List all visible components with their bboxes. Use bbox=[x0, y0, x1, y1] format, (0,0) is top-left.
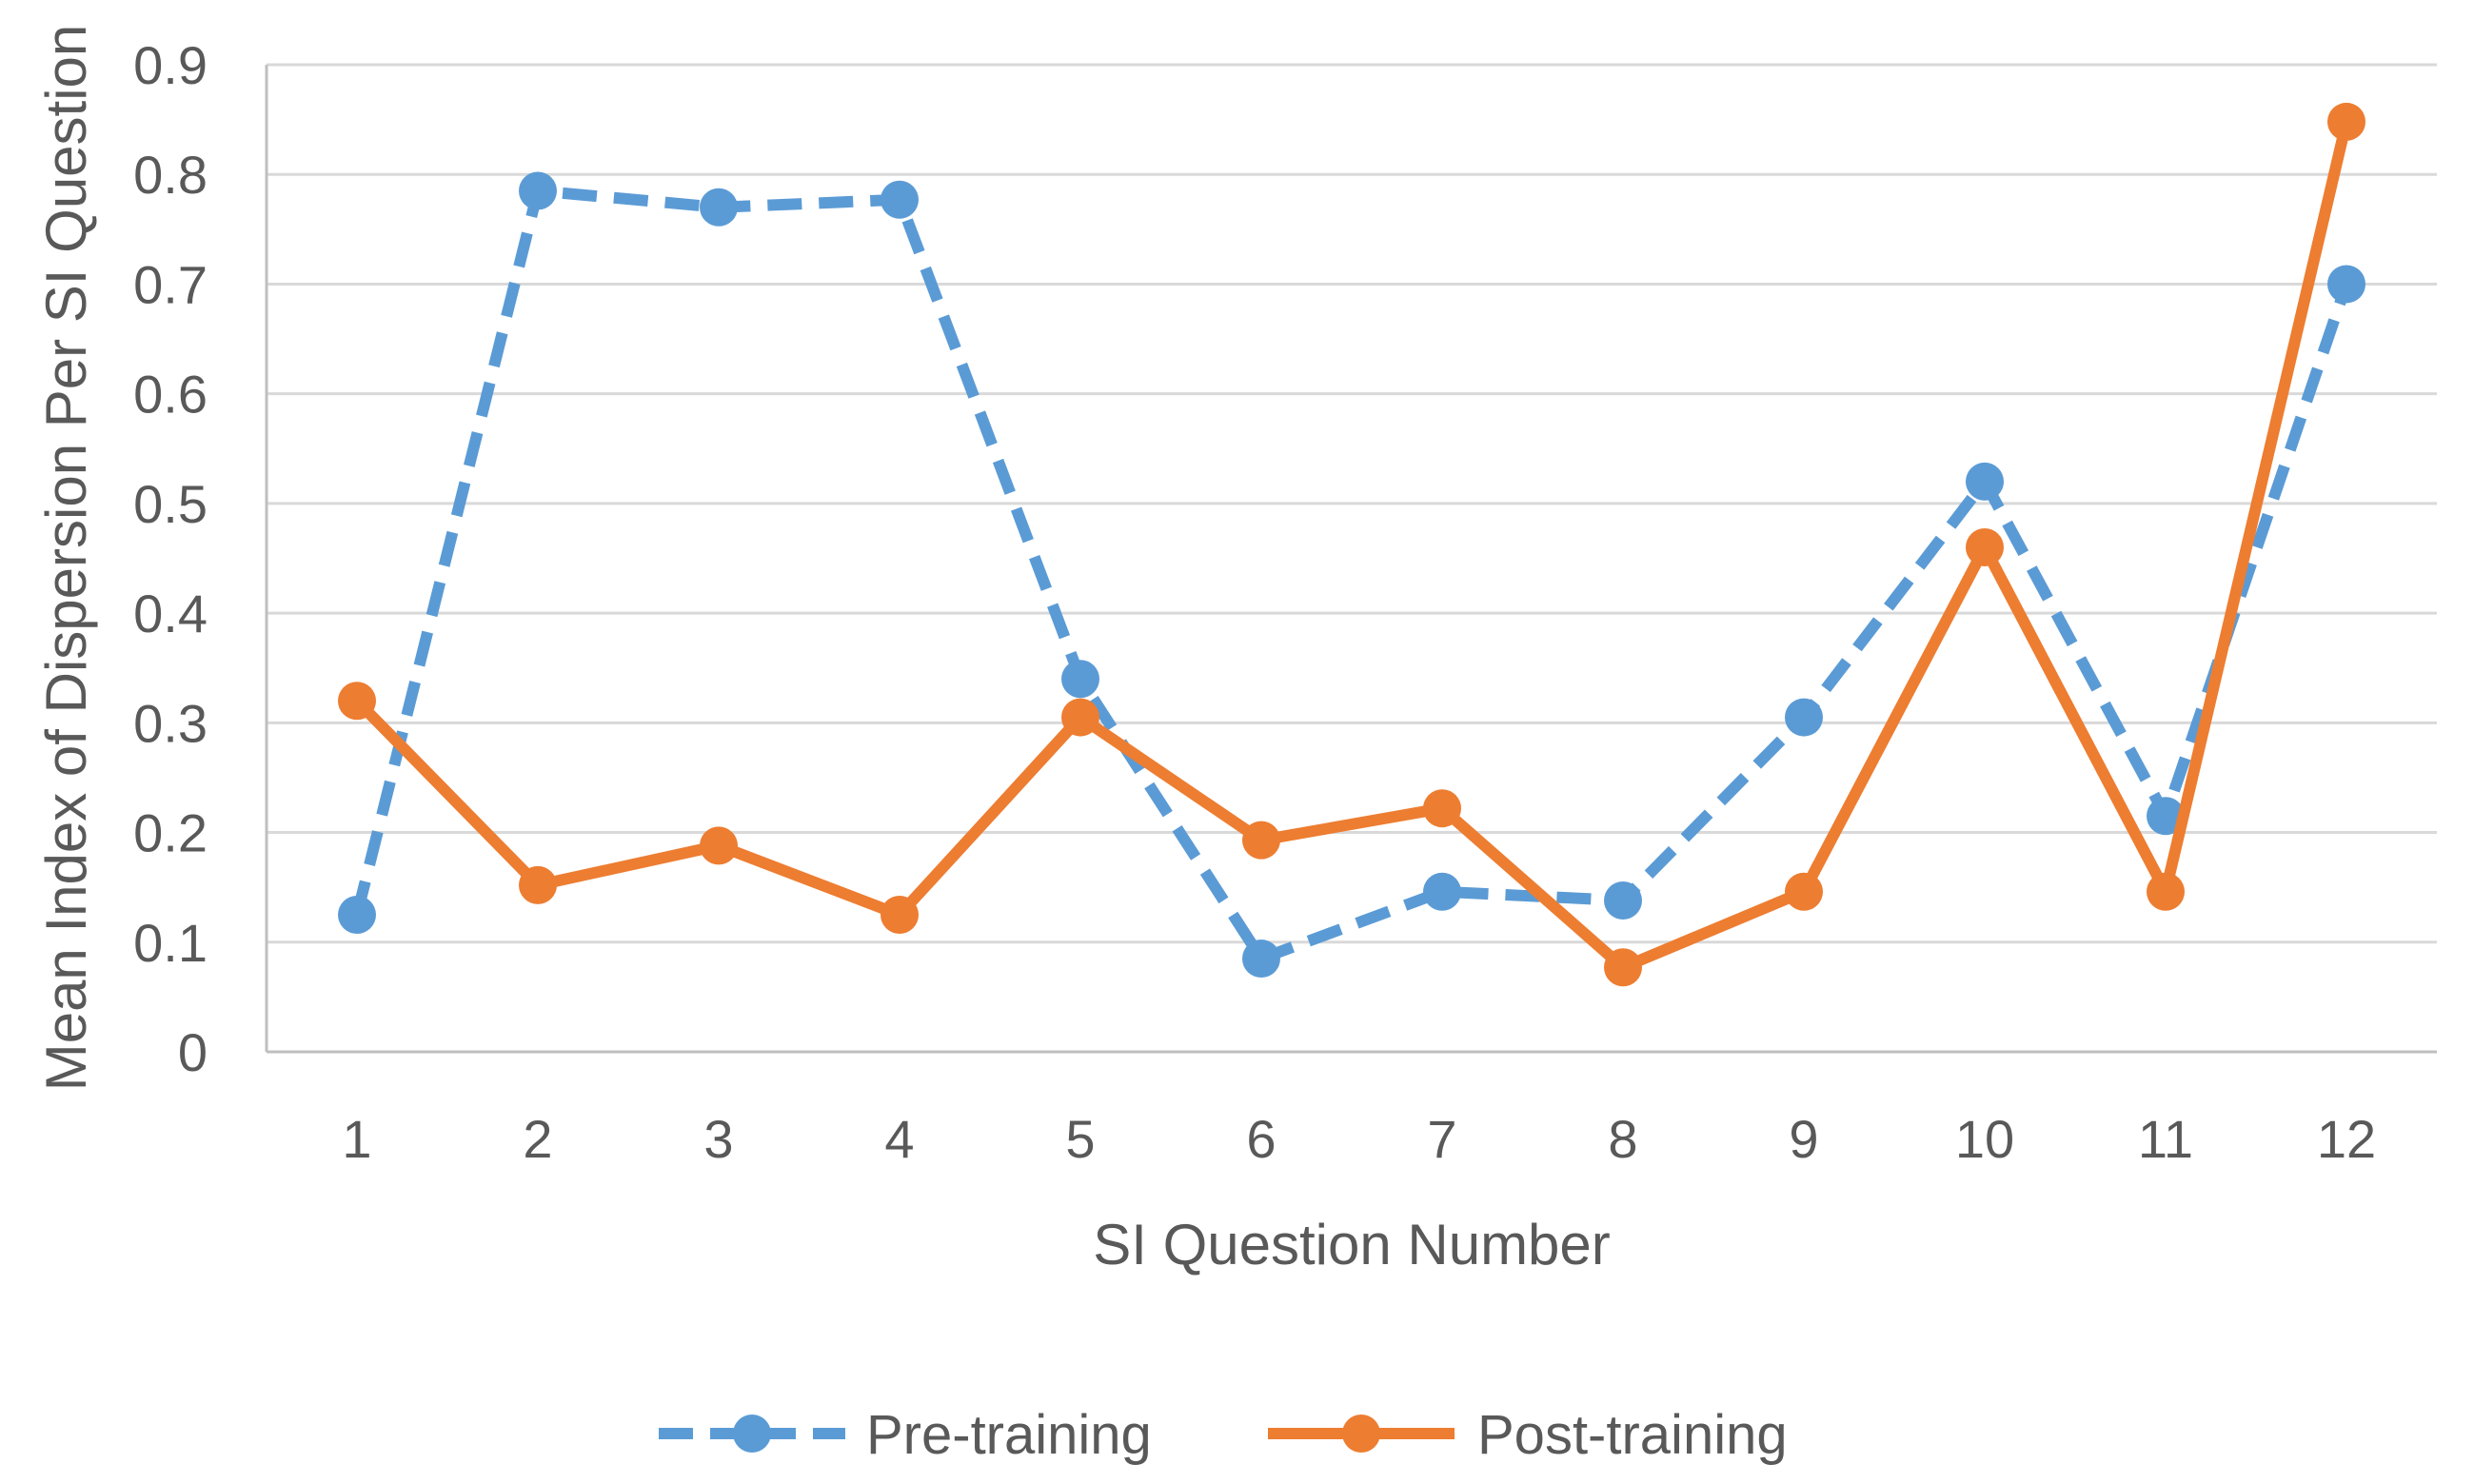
y-tick-label: 0.6 bbox=[133, 365, 208, 425]
legend: Pre-training Post-training bbox=[659, 1404, 1788, 1466]
x-tick-label: 9 bbox=[1789, 1109, 1818, 1169]
x-tick-label: 1 bbox=[342, 1109, 371, 1169]
y-tick-label: 0.5 bbox=[133, 474, 208, 534]
data-point-post-training bbox=[700, 826, 738, 865]
data-point-pre-training bbox=[1423, 872, 1461, 911]
series-line-post-training bbox=[352, 120, 2352, 974]
x-tick-label: 11 bbox=[2138, 1109, 2193, 1169]
data-point-post-training bbox=[1242, 821, 1280, 860]
data-point-pre-training bbox=[519, 171, 557, 210]
x-tick-labels: 1 2 3 4 5 6 7 8 9 10 11 12 bbox=[342, 1109, 2376, 1169]
data-point-post-training bbox=[338, 682, 376, 721]
series-lines bbox=[338, 102, 2365, 987]
x-axis-title: SI Question Number bbox=[1093, 1213, 1611, 1276]
data-point-post-training bbox=[881, 895, 919, 934]
legend-item-pre-training: Pre-training bbox=[659, 1404, 1152, 1466]
series-post-training bbox=[338, 102, 2365, 987]
data-point-pre-training bbox=[881, 180, 919, 219]
y-tick-label: 0 bbox=[178, 1022, 208, 1082]
x-tick-label: 7 bbox=[1427, 1109, 1456, 1169]
legend-label-pre-training: Pre-training bbox=[866, 1404, 1152, 1466]
y-tick-labels: 0 0.1 0.2 0.3 0.4 0.5 0.6 0.7 0.8 0.9 bbox=[133, 35, 208, 1082]
data-point-post-training bbox=[2327, 102, 2365, 141]
data-point-pre-training bbox=[1061, 660, 1099, 699]
x-tick-label: 10 bbox=[1955, 1109, 2014, 1169]
series-line-pre-training bbox=[351, 185, 2352, 965]
data-point-pre-training bbox=[1604, 881, 1642, 920]
x-tick-label: 6 bbox=[1246, 1109, 1276, 1169]
series-pre-training bbox=[338, 171, 2365, 979]
data-point-post-training bbox=[1785, 872, 1823, 911]
data-point-post-training bbox=[1423, 789, 1461, 828]
x-tick-label: 4 bbox=[884, 1109, 914, 1169]
y-tick-label: 0.4 bbox=[133, 584, 208, 643]
data-point-pre-training bbox=[338, 895, 376, 934]
legend-label-post-training: Post-training bbox=[1477, 1404, 1788, 1466]
gridlines bbox=[267, 63, 2437, 944]
data-point-pre-training bbox=[2147, 797, 2185, 836]
y-tick-label: 0.3 bbox=[133, 693, 208, 753]
legend-marker-pre-training bbox=[733, 1415, 771, 1453]
y-tick-label: 0.2 bbox=[133, 803, 208, 863]
data-point-post-training bbox=[2147, 872, 2185, 911]
y-tick-label: 0.7 bbox=[133, 254, 208, 314]
x-tick-label: 2 bbox=[523, 1109, 552, 1169]
data-point-post-training bbox=[519, 865, 557, 904]
legend-item-post-training: Post-training bbox=[1268, 1404, 1788, 1466]
legend-marker-post-training bbox=[1342, 1415, 1380, 1453]
x-tick-label: 5 bbox=[1065, 1109, 1095, 1169]
y-tick-label: 0.8 bbox=[133, 145, 208, 205]
data-point-post-training bbox=[1966, 527, 2004, 566]
data-point-pre-training bbox=[2327, 265, 2365, 304]
x-tick-label: 8 bbox=[1608, 1109, 1637, 1169]
y-axis-title: Mean Index of Dispersion Per SI Question bbox=[34, 25, 98, 1092]
data-point-pre-training bbox=[1966, 462, 2004, 501]
y-tick-label: 0.1 bbox=[133, 913, 208, 973]
data-point-pre-training bbox=[1242, 940, 1280, 979]
data-point-post-training bbox=[1061, 698, 1099, 737]
data-point-pre-training bbox=[1785, 698, 1823, 737]
y-tick-label: 0.9 bbox=[133, 35, 208, 95]
data-point-pre-training bbox=[700, 188, 738, 227]
x-tick-label: 3 bbox=[703, 1109, 733, 1169]
x-tick-label: 12 bbox=[2317, 1109, 2376, 1169]
data-point-post-training bbox=[1604, 948, 1642, 987]
